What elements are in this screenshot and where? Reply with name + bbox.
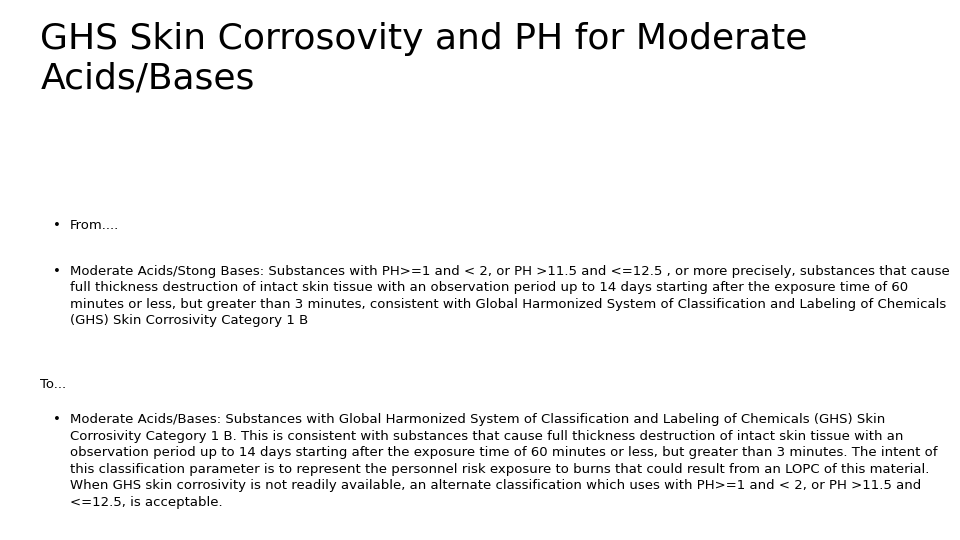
Text: Moderate Acids/Stong Bases: Substances with PH>=1 and < 2, or PH >11.5 and <=12.: Moderate Acids/Stong Bases: Substances w… xyxy=(70,265,949,327)
Text: •: • xyxy=(53,413,60,426)
Text: To...: To... xyxy=(40,378,66,391)
Text: From....: From.... xyxy=(70,219,119,232)
Text: •: • xyxy=(53,265,60,278)
Text: Moderate Acids/Bases: Substances with Global Harmonized System of Classification: Moderate Acids/Bases: Substances with Gl… xyxy=(70,413,938,509)
Text: GHS Skin Corrosovity and PH for Moderate
Acids/Bases: GHS Skin Corrosovity and PH for Moderate… xyxy=(40,22,807,95)
Text: •: • xyxy=(53,219,60,232)
